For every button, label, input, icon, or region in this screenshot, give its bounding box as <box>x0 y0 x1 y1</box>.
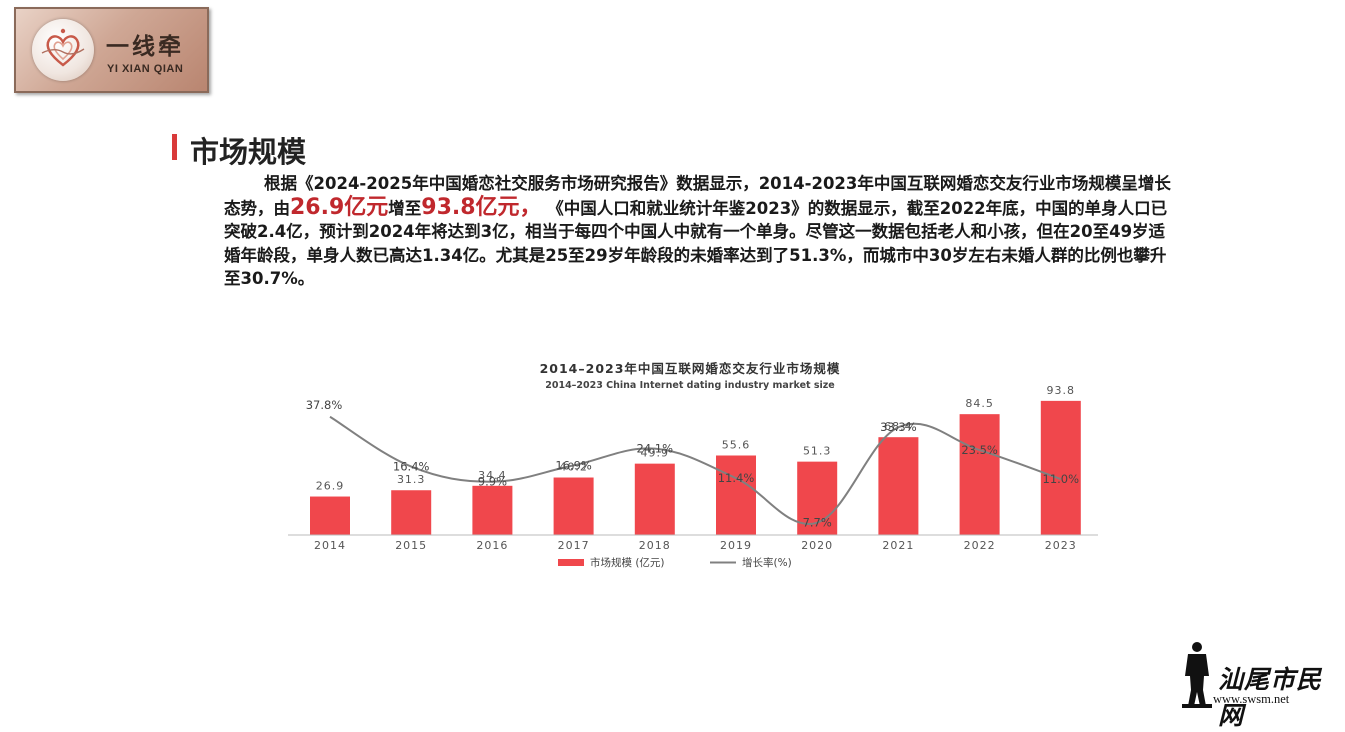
growth-label-2016: 9.9% <box>478 475 507 489</box>
bar-value-label-2023: 93.8 <box>1047 384 1076 397</box>
growth-label-2020: 7.7% <box>803 516 832 530</box>
paragraph-text-1: 根据《2024-2025年中国婚恋社交服务市场研究报告》数据显示，2014-20… <box>224 174 1171 218</box>
legend-bar-swatch <box>558 559 584 566</box>
growth-label-2018: 24.1% <box>637 442 674 456</box>
bar-value-label-2019: 55.6 <box>722 438 751 451</box>
chart-title: 2014–2023年中国互联网婚恋交友行业市场规模 <box>540 361 841 376</box>
section-title: 市场规模 <box>190 135 307 169</box>
x-tick-2016: 2016 <box>476 539 508 552</box>
chart-subtitle: 2014–2023 China Internet dating industry… <box>545 380 835 391</box>
growth-label-2015: 16.4% <box>393 460 430 474</box>
x-tick-2020: 2020 <box>801 539 833 552</box>
bar-2023 <box>1040 400 1081 535</box>
body-paragraph: 根据《2024-2025年中国婚恋社交服务市场研究报告》数据显示，2014-20… <box>224 172 1179 291</box>
bar-2015 <box>391 490 432 535</box>
x-tick-2015: 2015 <box>395 539 427 552</box>
x-tick-2023: 2023 <box>1045 539 1077 552</box>
bar-2018 <box>634 463 675 535</box>
bar-value-label-2017: 40.2 <box>559 461 588 474</box>
legend-line-label: 增长率(%) <box>742 556 792 569</box>
bar-2017 <box>553 477 594 535</box>
heading-accent-bar <box>172 134 177 160</box>
paragraph-highlight-end-value: 93.8亿元， <box>421 194 542 220</box>
growth-label-2017: 16.9% <box>555 458 592 472</box>
bar-value-label-2022: 84.5 <box>965 397 994 410</box>
bar-2021 <box>878 437 919 535</box>
statue-silhouette-icon <box>1182 642 1212 708</box>
growth-rate-line <box>329 415 1062 525</box>
bar-value-label-2018: 49.9 <box>641 447 670 460</box>
bar-2016 <box>472 485 513 535</box>
legend-bar-label: 市场规模 (亿元) <box>590 556 665 569</box>
growth-label-2022: 23.5% <box>961 443 998 457</box>
x-tick-2019: 2019 <box>720 539 752 552</box>
chart-svg: 2014–2023年中国互联网婚恋交友行业市场规模 2014–2023 China… <box>288 361 1098 569</box>
growth-label-2014: 37.8% <box>306 398 343 412</box>
paragraph-text-2: 增至 <box>388 198 422 218</box>
x-tick-2022: 2022 <box>964 539 996 552</box>
bar-value-label-2020: 51.3 <box>803 445 832 458</box>
brand-logo: 一线牵 YI XIAN QIAN <box>14 7 209 93</box>
x-tick-2014: 2014 <box>314 539 346 552</box>
site-watermark: 汕尾市民网 www.swsm.net <box>1180 640 1340 730</box>
bar-2022 <box>959 414 1000 535</box>
growth-label-2023: 11.0% <box>1043 472 1080 486</box>
logo-name-cn: 一线牵 <box>106 33 184 60</box>
paragraph-highlight-start-value: 26.9亿元 <box>290 194 389 220</box>
x-tick-2021: 2021 <box>882 539 914 552</box>
bar-2014 <box>310 496 350 535</box>
market-size-chart: 2014–2023年中国互联网婚恋交友行业市场规模 2014–2023 China… <box>270 340 1110 590</box>
bar-value-label-2015: 31.3 <box>397 473 426 486</box>
heart-emblem-icon <box>32 19 94 81</box>
bar-value-label-2021: 68.4 <box>884 420 913 433</box>
bar-value-label-2014: 26.9 <box>316 480 345 493</box>
growth-label-2021: 33.3% <box>880 420 917 434</box>
paragraph-text-3: 《中国人口和就业统计年鉴2023》的数据显示，截至2022年底，中国的单身人口已… <box>224 198 1168 289</box>
logo-name-en: YI XIAN QIAN <box>107 63 184 75</box>
x-tick-2018: 2018 <box>639 539 671 552</box>
growth-label-2019: 11.4% <box>718 471 755 485</box>
x-tick-2017: 2017 <box>558 539 590 552</box>
bar-value-label-2016: 34.4 <box>478 469 507 482</box>
watermark-url: www.swsm.net <box>1213 692 1290 706</box>
bar-2019 <box>716 455 756 535</box>
